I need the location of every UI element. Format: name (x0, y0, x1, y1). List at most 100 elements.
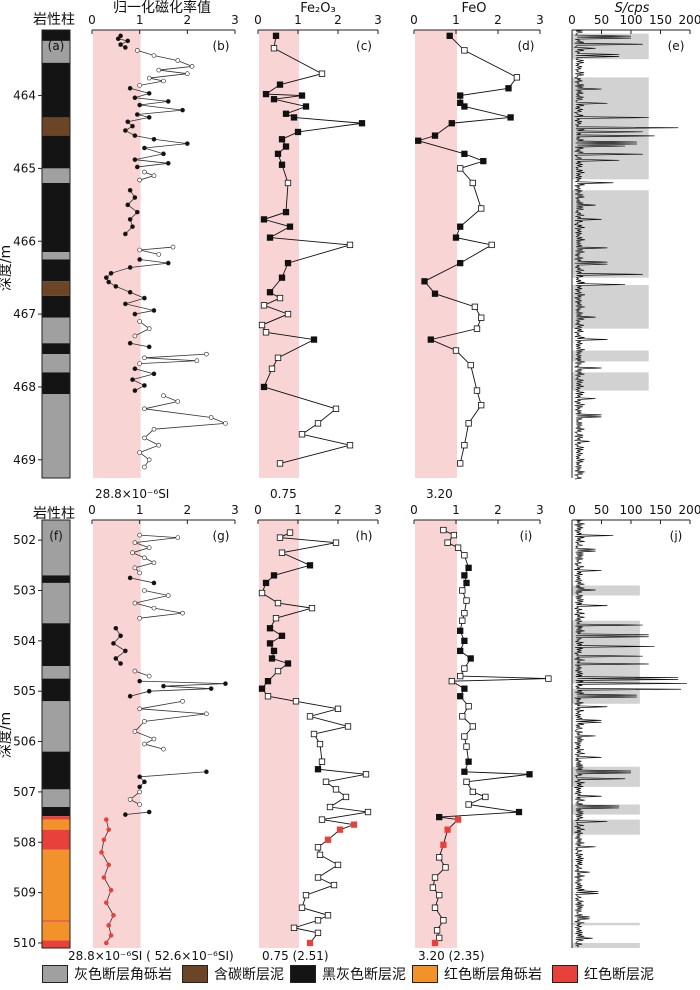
oxide-point (284, 179, 292, 187)
panel-1: 0 1 2 3(b) (88, 13, 239, 478)
shaded-interval (572, 819, 640, 835)
susceptibility-point (146, 545, 152, 550)
oxide-point (350, 821, 358, 828)
susceptibility-point (108, 887, 114, 893)
susceptibility-point (151, 580, 157, 586)
lith-layer-black-mud (42, 807, 70, 817)
oxide-point (310, 730, 318, 738)
panel-2: 0 1 2 3(c) (254, 13, 382, 478)
oxide-point (284, 259, 292, 267)
susceptibility-point (132, 195, 138, 200)
oxide-point (427, 336, 434, 343)
susceptibility-point (204, 351, 209, 357)
susceptibility-point (137, 784, 142, 790)
susceptibility-point (104, 275, 109, 280)
susceptibility-point (130, 377, 135, 382)
oxide-point (272, 32, 280, 39)
susceptibility-point (170, 244, 176, 250)
susceptibility-point (130, 123, 135, 129)
susceptibility-line (134, 670, 150, 677)
oxide-point (342, 793, 350, 801)
oxide-point (452, 234, 460, 241)
oxide-point (440, 917, 447, 924)
oxide-point (467, 655, 474, 662)
susceptibility-point (127, 85, 133, 91)
susceptibility-point (151, 426, 157, 432)
oxide-point (270, 96, 278, 103)
x-tick-label: 50 (594, 503, 609, 517)
depth-tick-label: 505 (13, 684, 36, 698)
baseline-feo-top: 3.20 (426, 487, 453, 501)
susceptibility-point (132, 668, 138, 674)
lith-layer-red-mud (42, 816, 70, 820)
oxide-point (461, 610, 468, 617)
lith-layer-gray-breccia (42, 394, 70, 478)
fe2o3-title: Fe₂O₃ (300, 1, 335, 16)
oxide-point (268, 365, 276, 372)
legend-item-red-breccia: 红色断层角砾岩 (412, 962, 542, 986)
oxide-point (274, 599, 282, 607)
x-tick-label: 2 (184, 13, 192, 27)
depth-tick-label: 466 (13, 234, 36, 248)
susceptibility-point (123, 128, 128, 133)
x-tick-label: 0 (254, 503, 262, 517)
susceptibility-point (130, 224, 135, 229)
susceptibility-point (137, 789, 142, 795)
baseline-susceptibility-bottom: 28.8×10⁻⁶SI ( 52.6×10⁻⁶SI) (68, 949, 234, 962)
legend-swatch (42, 965, 68, 983)
susceptibility-point (208, 686, 214, 691)
oxide-point (473, 387, 481, 394)
susceptibility-point (175, 58, 181, 63)
lith-layer-gray-breccia (42, 40, 70, 63)
susceptibility-point (185, 71, 190, 77)
susceptibility-point (142, 555, 147, 561)
susceptibility-point (127, 693, 133, 699)
susceptibility-point (142, 588, 147, 593)
susceptibility-point (175, 535, 181, 540)
susceptibility-point (132, 366, 138, 372)
oxide-point (431, 874, 439, 881)
susceptibility-point (127, 265, 133, 270)
oxide-point (431, 132, 439, 139)
oxide-point (302, 891, 310, 899)
oxide-point (545, 675, 552, 682)
shaded-interval (572, 372, 649, 391)
susceptibility-point (165, 99, 171, 104)
susceptibility-point (123, 45, 128, 50)
oxide-point (465, 420, 472, 427)
lith-layer-black-mud (42, 295, 70, 318)
depth-tick-label: 465 (13, 161, 36, 175)
oxide-point (334, 705, 342, 712)
oxide-point (436, 813, 443, 821)
oxide-point (302, 103, 310, 110)
susceptibility-point (137, 706, 142, 712)
oxide-point (264, 677, 272, 685)
oxide-point (266, 625, 274, 632)
lith-layer-carbon-mud (42, 281, 70, 296)
oxide-point (264, 693, 272, 700)
x-tick-label: 2 (334, 13, 342, 27)
oxide-point (457, 460, 464, 467)
susceptibility-point (142, 741, 147, 747)
susceptibility-point (134, 48, 140, 53)
oxide-point (278, 161, 286, 168)
susceptibility-point (208, 415, 214, 420)
susceptibility-point (137, 532, 142, 538)
susceptibility-point (132, 565, 138, 571)
figure-canvas: 岩性柱 归一化磁化率值 Fe₂O₃ FeO S/cps 深度/m 深度/m 岩性… (0, 0, 700, 962)
oxide-point (457, 627, 464, 634)
oxide-point (260, 216, 268, 223)
oxide-point (294, 128, 302, 136)
lith-layer-gray-breccia (42, 168, 70, 183)
susceptibility-point (204, 711, 209, 717)
lith-column-frame (41, 519, 71, 949)
susceptibility-point (125, 202, 131, 208)
susceptibility-point (132, 157, 138, 162)
oxide-point (318, 70, 326, 77)
susceptibility-point (104, 817, 109, 822)
susceptibility-line (130, 680, 226, 697)
oxide-point (448, 677, 455, 685)
susceptibility-point (118, 33, 123, 39)
oxide-point (364, 808, 372, 816)
susceptibility-point (180, 698, 185, 704)
